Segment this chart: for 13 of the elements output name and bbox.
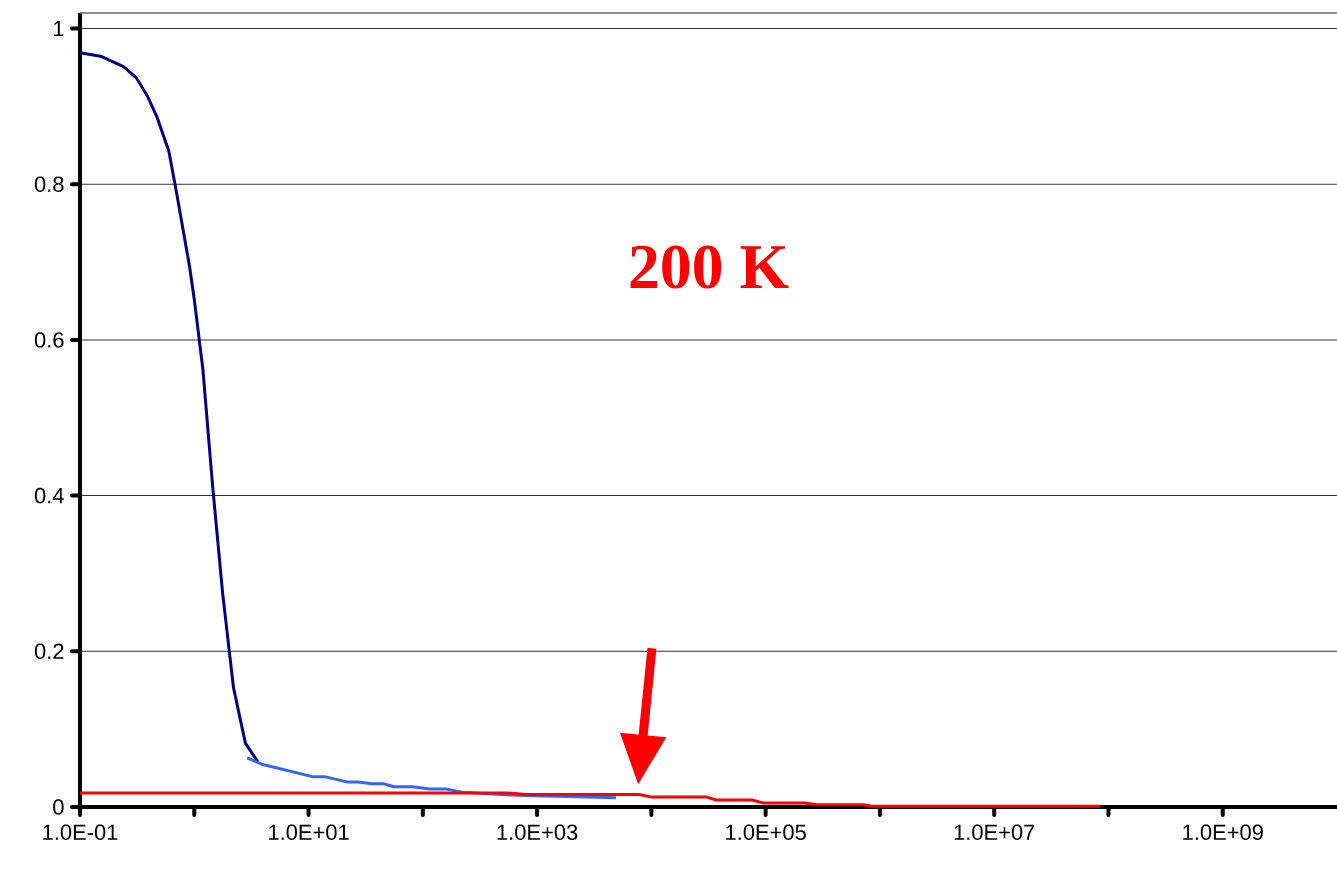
x-tick-label: 1.0E+05 — [726, 824, 806, 841]
y-tick-label: 0.4 — [34, 487, 64, 504]
x-tick-label: 1.0E+01 — [269, 824, 349, 841]
y-tick-label: 0.6 — [34, 332, 64, 348]
y-tick-label: 0 — [53, 799, 64, 815]
x-tick-label: 1.0E+09 — [1183, 824, 1263, 841]
y-tick-label: 1 — [53, 21, 64, 37]
x-tick-label: 1.0E+03 — [497, 824, 578, 841]
x-tick-label: 1.0E+07 — [954, 824, 1035, 841]
x-tick-label: 1.0E-01 — [43, 824, 118, 841]
annotation: 200 K — [630, 245, 789, 289]
y-tick-label: 0.2 — [34, 643, 64, 660]
y-tick-label: 0.8 — [34, 176, 64, 192]
